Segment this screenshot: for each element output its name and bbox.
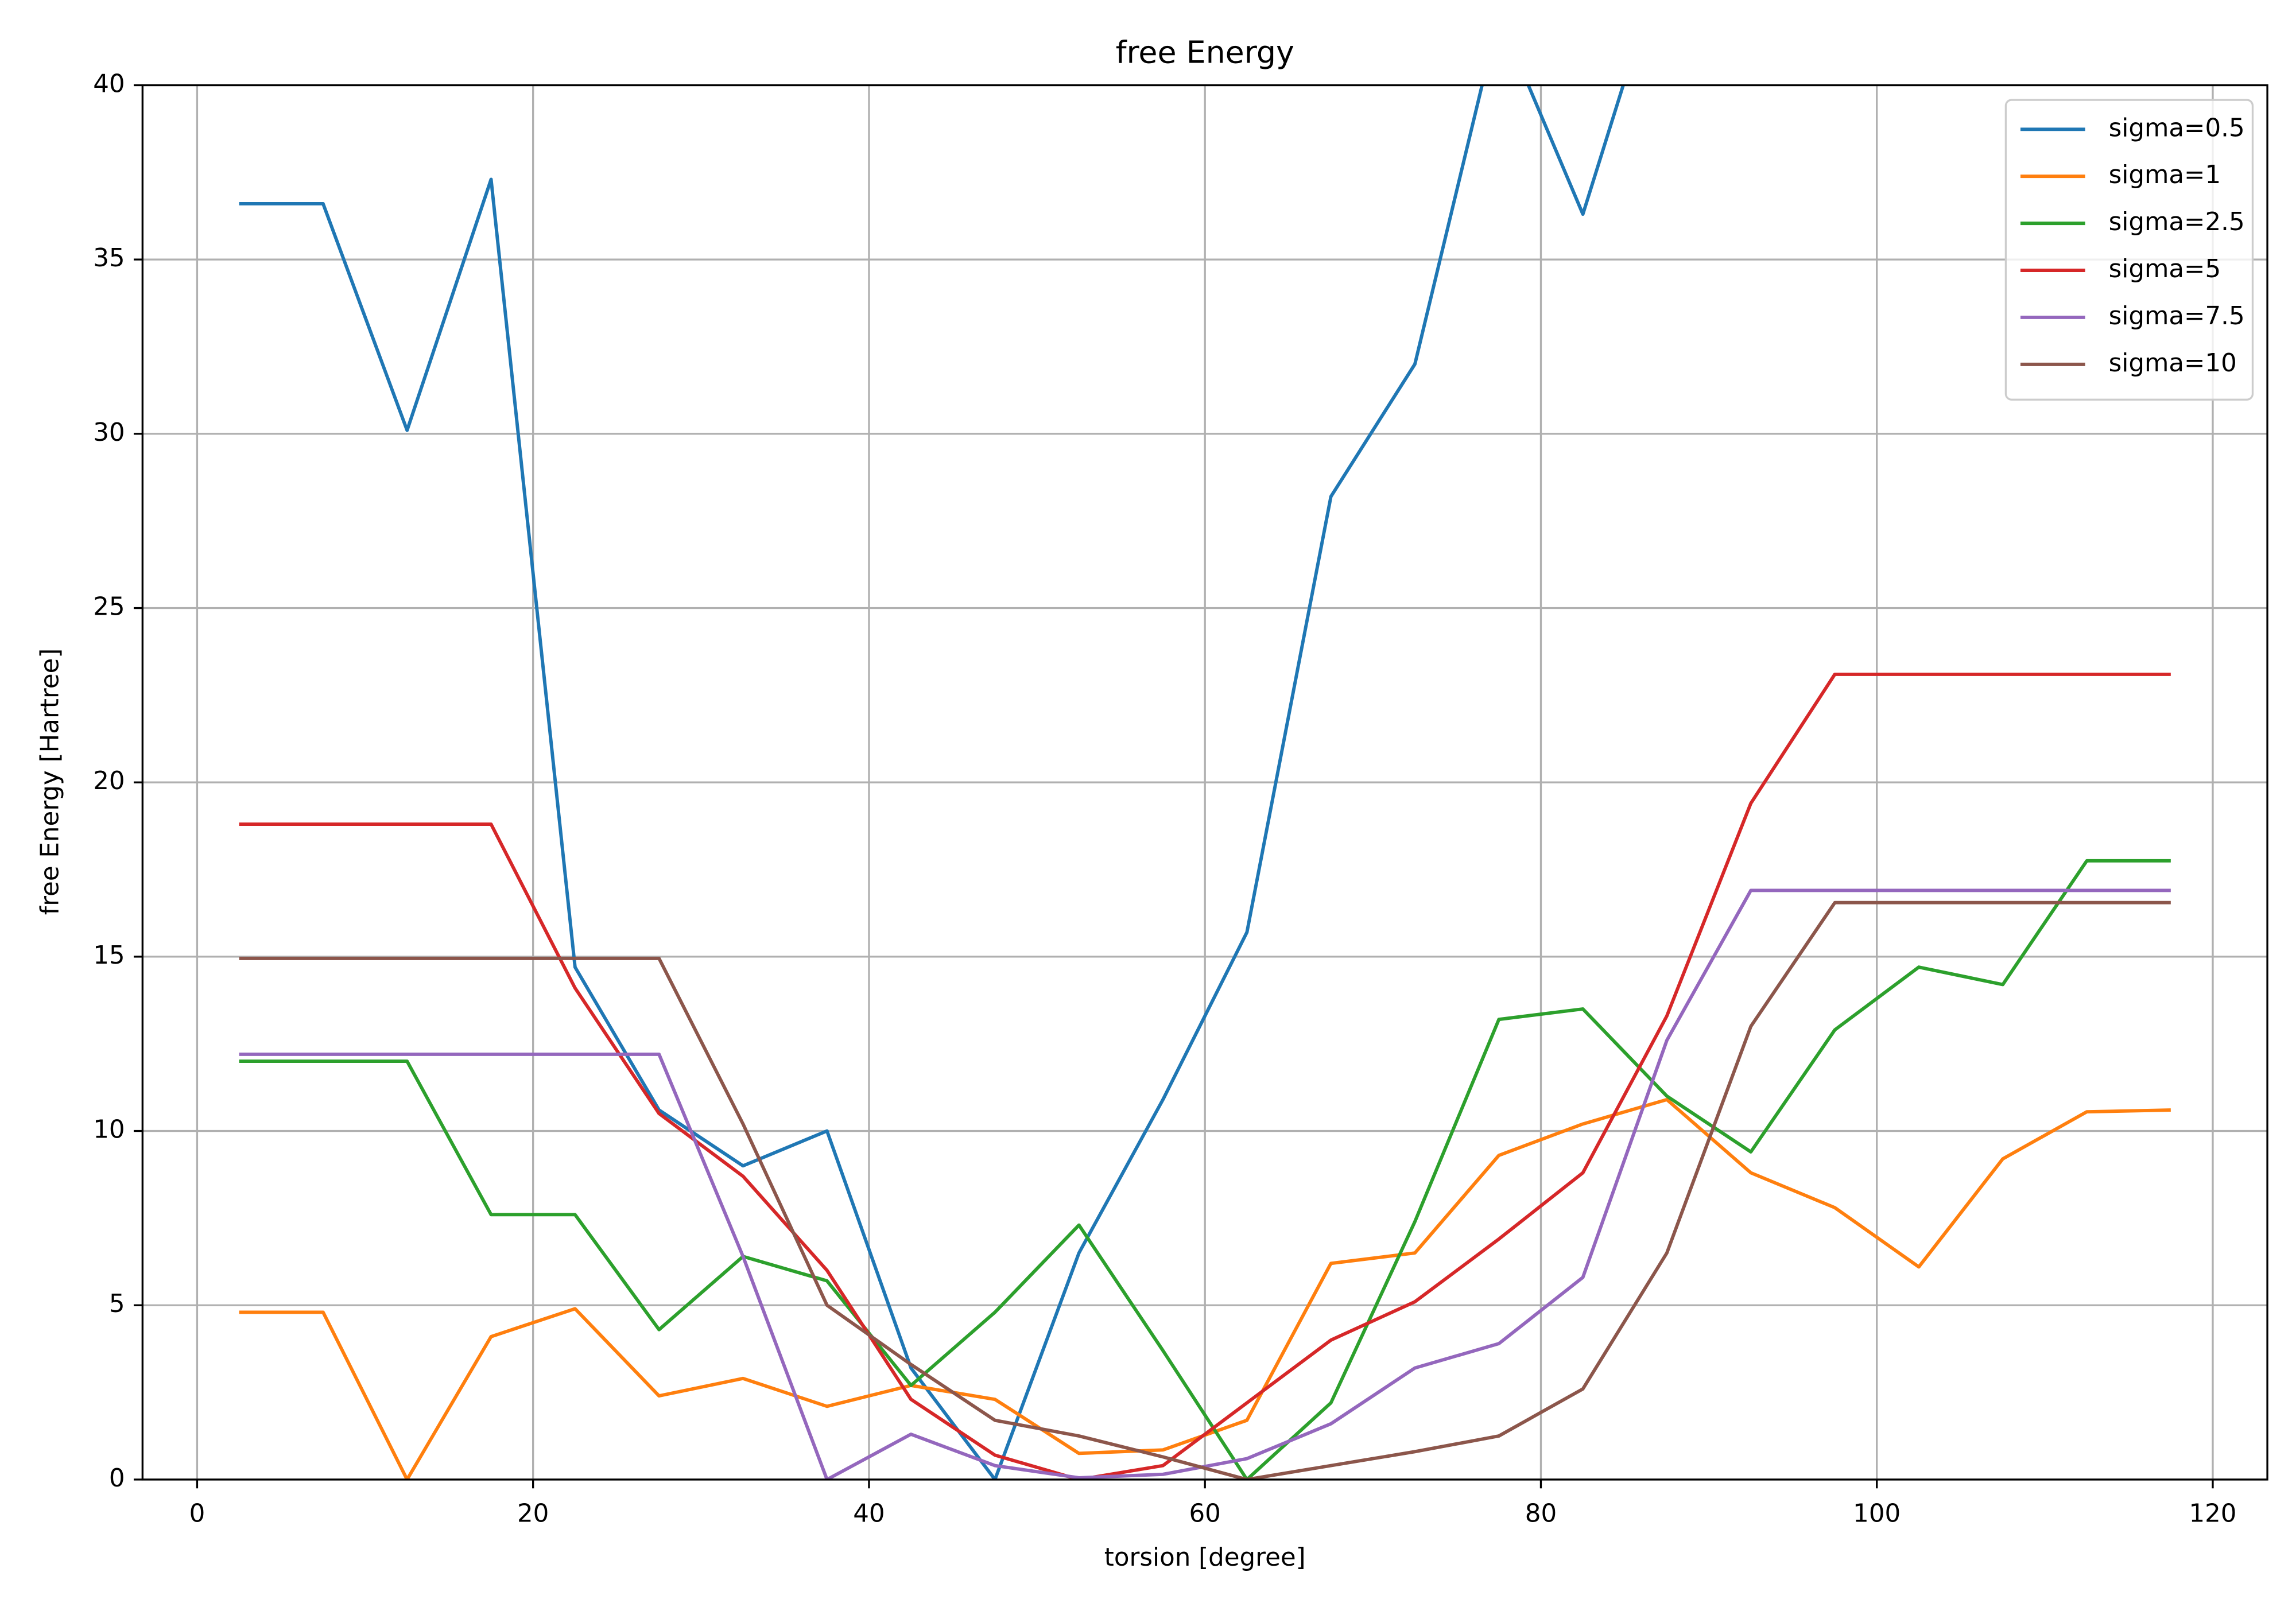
series-line [239,900,2171,1480]
x-tick-label: 20 [517,1499,549,1528]
x-tick-label: 80 [1525,1499,1557,1528]
series-line [239,859,2171,1480]
legend-label: sigma=10 [2109,349,2237,378]
y-tick-label: 5 [109,1290,125,1318]
y-tick-label: 0 [109,1464,125,1493]
x-tick-label: 40 [853,1499,885,1528]
x-tick-label: 0 [189,1499,205,1528]
y-tick-label: 20 [93,767,125,795]
legend-label: sigma=7.5 [2109,302,2245,331]
y-tick-label: 25 [93,593,125,622]
legend-label: sigma=0.5 [2109,114,2245,142]
legend: sigma=0.5 sigma=1 sigma=2.5 sigma=5 sigma=7.… [2004,99,2254,401]
x-axis-label: torsion [degree] [1104,1543,1306,1572]
y-axis-label: free Energy [Hartree] [36,649,65,915]
chart-title: free Energy [1116,34,1294,70]
series-line [239,85,1626,1480]
legend-label: sigma=2.5 [2109,208,2245,236]
y-tick-label: 35 [93,244,125,273]
x-tick-label: 60 [1189,1499,1221,1528]
y-tick-label: 10 [93,1116,125,1144]
legend-label: sigma=1 [2109,161,2221,189]
y-tick-label: 30 [93,418,125,447]
x-tick-label: 100 [1853,1499,1901,1528]
plot-area [239,85,2171,1480]
y-tick-label: 15 [93,941,125,970]
series-line [239,672,2171,1480]
y-tick-label: 40 [93,69,125,98]
legend-label: sigma=5 [2109,255,2221,284]
plot-frame [141,84,2268,1481]
x-tick-label: 120 [2189,1499,2236,1528]
